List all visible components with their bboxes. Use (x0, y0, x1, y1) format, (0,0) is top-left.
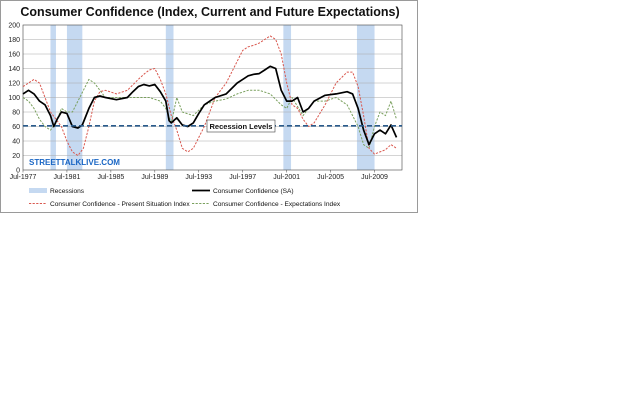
y-tick-label-20: 20 (12, 153, 20, 160)
legend-label-1: Recessions (50, 188, 85, 195)
y-tick-label-180: 180 (8, 37, 20, 44)
chart-title: Consumer Confidence (Index, Current and … (20, 5, 400, 19)
series-line-3 (22, 78, 397, 149)
recession-levels-text: Recession Levels (210, 122, 273, 131)
watermark: STREETTALKLIVE.COM (29, 158, 120, 167)
y-tick-label-200: 200 (8, 22, 20, 29)
legend-label-4: Consumer Confidence - Expectations Index (213, 201, 341, 208)
y-tick-label-60: 60 (12, 124, 20, 131)
x-tick-label-6: Jul-1997 (229, 174, 256, 181)
x-tick-label-8: Jul-2005 (317, 174, 344, 181)
legend-label-2: Consumer Confidence (SA) (213, 188, 294, 195)
y-tick-label-100: 100 (8, 95, 20, 102)
y-tick-label-0: 0 (16, 167, 20, 174)
x-tick-label-1: Jul-1977 (10, 174, 37, 181)
x-tick-label-2: Jul-1981 (54, 174, 81, 181)
y-tick-label-40: 40 (12, 138, 20, 145)
recession-levels-label: Recession Levels (206, 119, 276, 133)
series-line-1 (22, 65, 398, 146)
y-axis-ticks: 0 20 40 60 80 100 120 140 160 180 200 (8, 22, 20, 174)
y-tick-label-80: 80 (12, 109, 20, 116)
watermark-text: STREETTALKLIVE.COM (29, 158, 120, 167)
chart-frame: Consumer Confidence (Index, Current and … (0, 0, 418, 213)
x-axis-ticks: Jul-1977 Jul-1981 Jul-1985 Jul-1989 Jul-1993… (10, 170, 388, 181)
series-line-2 (22, 35, 397, 156)
y-tick-label-140: 140 (8, 66, 20, 73)
y-tick-label-120: 120 (8, 80, 20, 87)
legend: Recessions Consumer Confidence (SA) Consum… (29, 188, 341, 208)
y-tick-label-160: 160 (8, 51, 20, 58)
x-tick-label-4: Jul-1989 (141, 174, 168, 181)
x-tick-label-7: Jul-2001 (273, 174, 300, 181)
legend-label-3: Consumer Confidence - Present Situation … (50, 201, 190, 208)
x-tick-label-9: Jul-2009 (361, 174, 388, 181)
x-tick-label-5: Jul-1993 (185, 174, 212, 181)
x-tick-label-3: Jul-1985 (97, 174, 124, 181)
series-lines (22, 35, 398, 156)
legend-swatch-1 (29, 188, 47, 193)
